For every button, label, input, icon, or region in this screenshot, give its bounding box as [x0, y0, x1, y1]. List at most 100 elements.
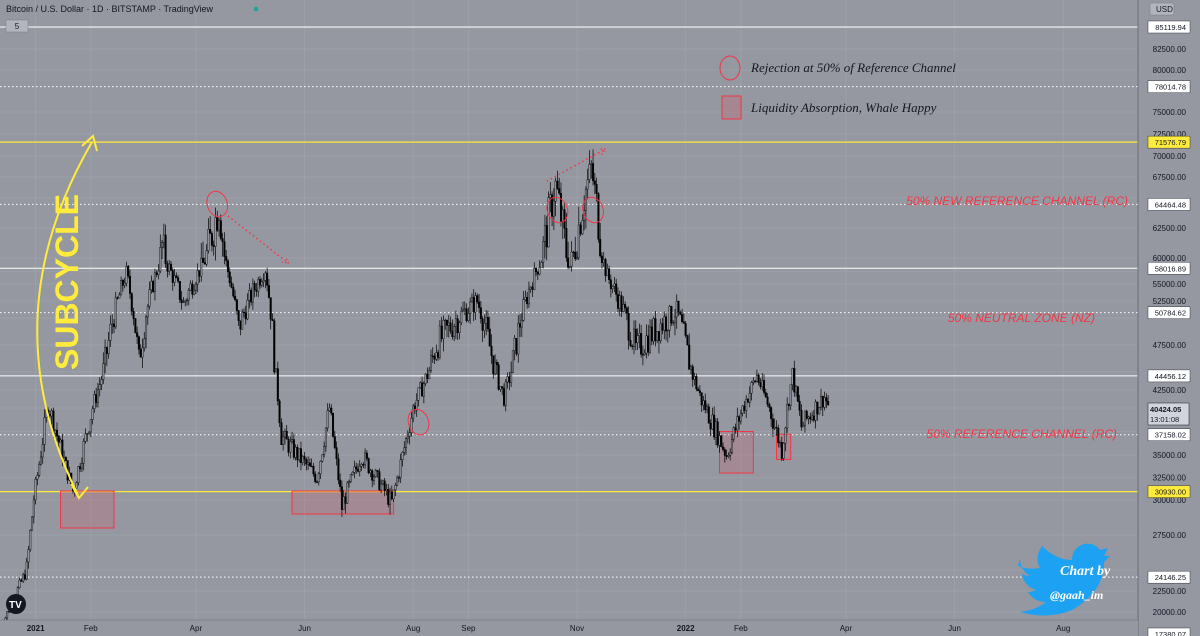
candle-body [129, 275, 132, 294]
candle-body [271, 319, 274, 321]
candle-body [679, 311, 682, 315]
candle-body [424, 373, 427, 384]
zone-label-lower: 50% REFERENCE CHANNEL (RC) [927, 427, 1117, 441]
candle-body [429, 355, 432, 371]
candle-body [761, 380, 764, 388]
candle-body [752, 380, 755, 383]
candle-body [673, 316, 676, 323]
candle-body [800, 410, 803, 428]
candle-body [698, 390, 701, 393]
price-tick-label: 72500.00 [1153, 130, 1187, 139]
candle-body [684, 323, 687, 336]
candle-body [287, 438, 290, 453]
candle-body [706, 406, 709, 411]
candle-body [543, 225, 546, 242]
candle-body [166, 263, 169, 272]
candle-body [109, 324, 112, 341]
candle-body [280, 422, 283, 445]
candle-body [522, 299, 525, 321]
candle-body [791, 368, 794, 386]
candle-body [121, 280, 124, 286]
candle-body [759, 382, 762, 388]
time-tick-label: Feb [84, 624, 98, 633]
candle-body [210, 233, 213, 246]
candle-body [385, 488, 388, 491]
collapse-button[interactable] [5, 19, 29, 33]
candle-body [481, 318, 484, 331]
candle-body [79, 466, 82, 469]
candle-body [763, 380, 766, 393]
candle-body [447, 322, 450, 326]
candle-body [456, 318, 459, 334]
candle-body [672, 322, 675, 324]
candle-body [43, 417, 46, 445]
level-label-box [1147, 485, 1191, 498]
candle-body [499, 386, 502, 390]
candle-body [95, 394, 98, 403]
candle-body [91, 408, 94, 420]
candle-body [111, 323, 114, 325]
candle-body [730, 438, 733, 453]
candle-body [253, 283, 256, 291]
candle-body [611, 286, 614, 290]
candle-body [23, 574, 26, 580]
candle-body [356, 468, 359, 472]
candle-body [330, 407, 333, 414]
candle-body [184, 300, 187, 303]
candle-body [682, 321, 685, 324]
candle-body [392, 489, 395, 500]
candle-body [663, 316, 666, 331]
candle-body [55, 429, 58, 437]
candle-body [50, 410, 53, 417]
candle-body [294, 447, 297, 458]
candle-body [114, 297, 117, 328]
currency-button[interactable] [1149, 2, 1175, 16]
candle-body [123, 282, 126, 286]
candle-body [344, 496, 347, 504]
level-label-box [1147, 306, 1191, 319]
candle-body [374, 470, 377, 478]
time-tick-label: 2021 [27, 624, 45, 633]
candle-body [185, 299, 188, 302]
candle-body [513, 338, 516, 351]
candle-body [193, 289, 196, 295]
candle-body [214, 217, 217, 247]
candle-body [519, 323, 522, 328]
candle-body [469, 301, 472, 314]
candle-body [478, 301, 481, 308]
candle-body [748, 392, 751, 403]
candle-body [803, 410, 806, 426]
candle-body [218, 220, 221, 231]
candle-body [262, 280, 265, 283]
candle-body [291, 439, 294, 442]
candle-body [155, 272, 158, 276]
candle-body [779, 442, 782, 444]
candle-body [408, 432, 411, 437]
candle-body [492, 355, 495, 375]
candle-body [422, 383, 425, 397]
candle-body [406, 436, 409, 439]
candle-body [405, 438, 408, 449]
candle-body [148, 289, 151, 307]
candle-body [565, 228, 568, 259]
candle-body [159, 247, 162, 272]
candle-body [506, 376, 509, 383]
candle-body [462, 309, 465, 312]
candle-body [173, 275, 176, 283]
candle-body [693, 376, 696, 380]
candle-body [31, 516, 34, 531]
time-tick-label: Jun [298, 624, 311, 633]
candle-body [332, 412, 335, 437]
candle-body [198, 270, 201, 277]
candle-body [561, 209, 564, 222]
time-tick-label: Jun [948, 624, 961, 633]
tradingview-logo-icon [6, 594, 26, 614]
credit-badge [1018, 543, 1110, 616]
candle-body [659, 323, 662, 341]
candle-body [732, 427, 735, 440]
candle-body [727, 455, 730, 457]
candle-body [29, 530, 32, 550]
candle-body [153, 272, 156, 292]
candle-body [120, 280, 123, 296]
